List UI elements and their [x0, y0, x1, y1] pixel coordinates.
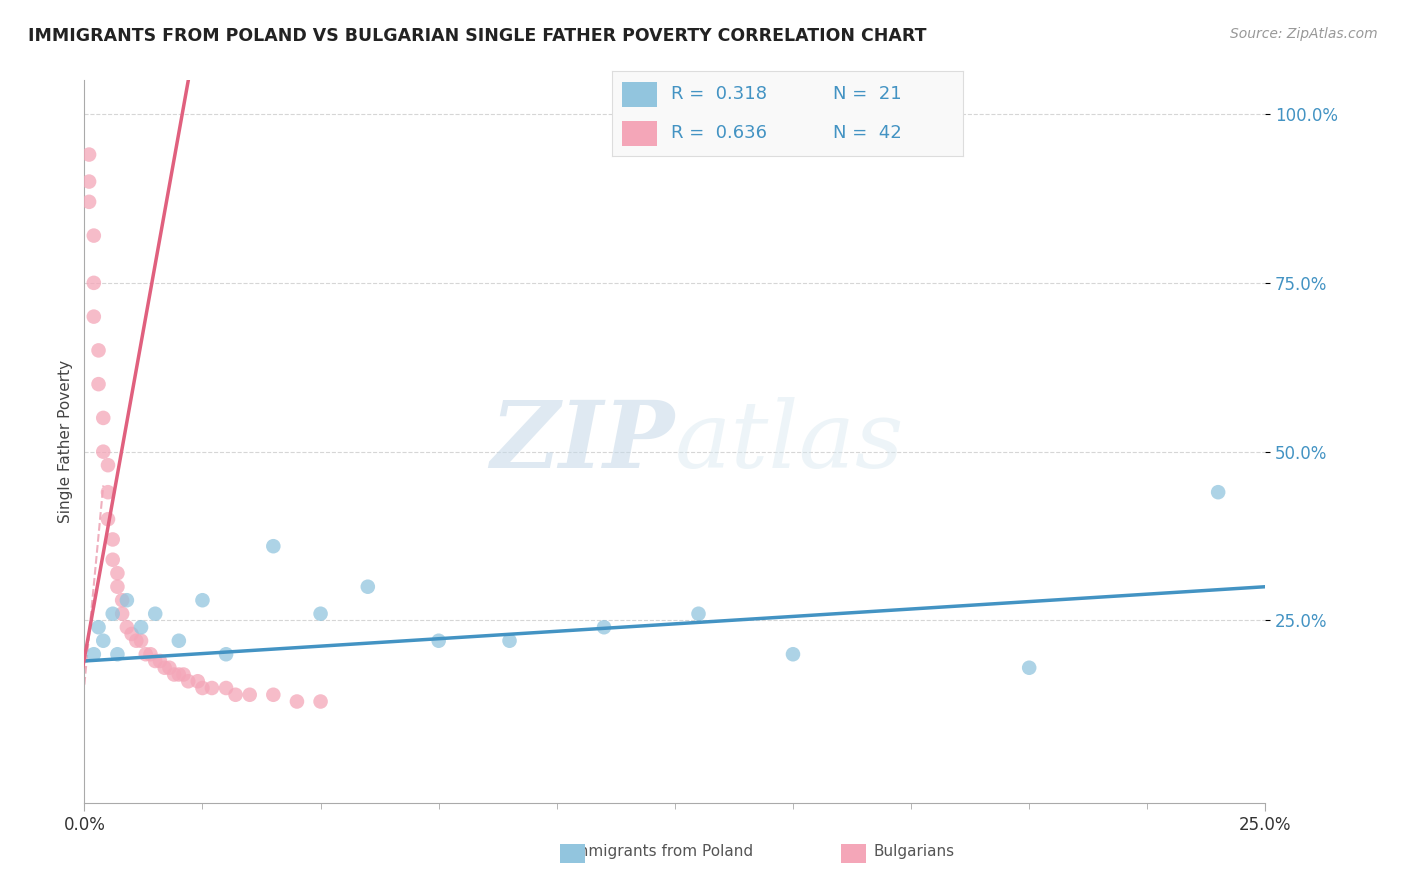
Point: [83, 647, 105, 661]
Point: [135, 647, 157, 661]
Point: [125, 633, 148, 648]
Text: Source: ZipAtlas.com: Source: ZipAtlas.com: [1230, 27, 1378, 41]
Point: [167, 633, 190, 648]
Point: [87, 620, 110, 634]
FancyBboxPatch shape: [621, 120, 658, 146]
Text: Immigrants from Poland: Immigrants from Poland: [569, 845, 752, 859]
Point: [77, 175, 100, 189]
Point: [187, 674, 209, 689]
Point: [262, 539, 284, 553]
Point: [239, 688, 262, 702]
Point: [77, 194, 100, 209]
Point: [83, 276, 105, 290]
Point: [1206, 485, 1229, 500]
Point: [167, 667, 190, 681]
Point: [87, 343, 110, 358]
Text: N =  21: N = 21: [832, 86, 901, 103]
Point: [309, 607, 332, 621]
Point: [111, 607, 134, 621]
Point: [215, 681, 238, 695]
FancyBboxPatch shape: [621, 81, 658, 107]
Point: [285, 694, 308, 708]
Point: [782, 647, 804, 661]
Point: [101, 533, 124, 547]
Text: IMMIGRANTS FROM POLAND VS BULGARIAN SINGLE FATHER POVERTY CORRELATION CHART: IMMIGRANTS FROM POLAND VS BULGARIAN SING…: [28, 27, 927, 45]
Point: [107, 566, 129, 581]
Point: [191, 593, 214, 607]
Point: [107, 647, 129, 661]
Point: [357, 580, 380, 594]
Point: [115, 620, 138, 634]
Text: R =  0.636: R = 0.636: [672, 124, 768, 142]
Point: [191, 681, 214, 695]
Point: [97, 458, 120, 472]
Point: [173, 667, 195, 681]
Point: [139, 647, 162, 661]
Point: [427, 633, 450, 648]
Point: [101, 552, 124, 566]
Point: [129, 620, 152, 634]
Point: [143, 654, 166, 668]
Point: [101, 607, 124, 621]
Point: [153, 661, 176, 675]
Point: [688, 607, 710, 621]
Point: [129, 633, 152, 648]
Point: [215, 647, 238, 661]
Text: ZIP: ZIP: [491, 397, 675, 486]
Point: [87, 377, 110, 392]
Point: [177, 674, 200, 689]
Point: [593, 620, 616, 634]
Point: [111, 593, 134, 607]
Point: [225, 688, 247, 702]
Point: [77, 147, 100, 161]
Point: [1018, 661, 1040, 675]
Point: [91, 411, 114, 425]
Point: [143, 607, 166, 621]
Point: [107, 580, 129, 594]
Text: R =  0.318: R = 0.318: [672, 86, 768, 103]
Point: [262, 688, 284, 702]
Point: [121, 627, 143, 641]
Point: [309, 694, 332, 708]
Y-axis label: Single Father Poverty: Single Father Poverty: [58, 360, 73, 523]
Point: [115, 593, 138, 607]
Point: [163, 667, 186, 681]
Point: [149, 654, 172, 668]
Point: [498, 633, 520, 648]
Point: [83, 310, 105, 324]
Text: Bulgarians: Bulgarians: [873, 845, 955, 859]
Text: N =  42: N = 42: [832, 124, 901, 142]
Point: [97, 485, 120, 500]
Point: [97, 512, 120, 526]
Text: atlas: atlas: [675, 397, 904, 486]
Point: [91, 444, 114, 458]
Point: [83, 228, 105, 243]
Point: [201, 681, 224, 695]
Point: [91, 633, 114, 648]
Point: [157, 661, 180, 675]
